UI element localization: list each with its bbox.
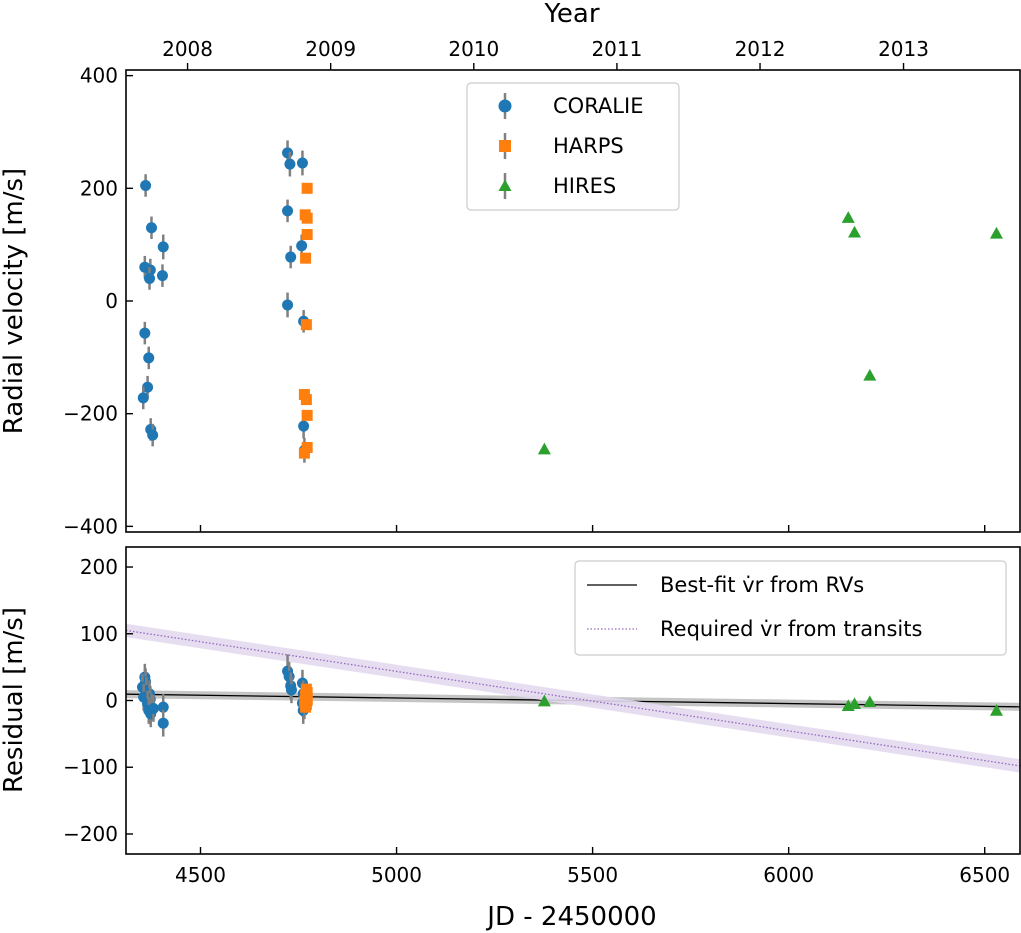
residual-y-tick-label: 200	[80, 555, 118, 579]
rv-panel-frame	[125, 69, 1021, 533]
rv-legend-box	[466, 82, 680, 211]
residual-coralie-point	[285, 684, 297, 696]
rv-y-tick-label: 0	[105, 289, 118, 313]
residual-y-tick-label: 100	[80, 622, 118, 646]
x-tick-label: 5500	[567, 863, 618, 887]
rv-coralie-point	[282, 299, 294, 311]
legend-entry-required: Required v̇r from transits	[587, 617, 922, 641]
rv-y-tick-label: −200	[63, 402, 118, 426]
year-tick-label: 2009	[305, 37, 356, 61]
rv-coralie-point	[284, 158, 296, 170]
rv-panel-series	[137, 140, 1003, 463]
rv-harps-point	[301, 409, 313, 421]
rv-hires-point	[989, 226, 1003, 239]
legend-entry-harps: HARPS	[499, 133, 624, 159]
rv-harps-point	[301, 441, 313, 453]
rv-harps-point	[300, 394, 312, 406]
rv-hires-point	[863, 368, 877, 381]
x-tick-label: 6000	[763, 863, 814, 887]
rv-hires-point	[537, 442, 551, 455]
year-tick-label: 2011	[591, 37, 642, 61]
legend-entry-best-fit: Best-fit v̇r from RVs	[587, 573, 864, 597]
legend-required-label: Required v̇r from transits	[660, 617, 922, 641]
rv-y-axis-label: Radial velocity [m/s]	[0, 168, 29, 434]
residual-hires-point	[863, 695, 877, 708]
rv-coralie-point	[156, 270, 168, 282]
rv-coralie-point	[144, 272, 156, 284]
residual-y-tick-label: 0	[105, 689, 118, 713]
x-tick-label: 4500	[175, 863, 226, 887]
rv-coralie-point	[157, 241, 169, 253]
residual-harps-point	[301, 695, 313, 706]
residual-panel-series	[136, 654, 1003, 737]
rv-y-tick-label: −400	[63, 514, 118, 538]
rv-coralie-point	[137, 392, 149, 404]
rv-harps-point	[301, 182, 313, 194]
x-tick-label: 6500	[959, 863, 1010, 887]
residual-panel-legend: Best-fit v̇r from RVs Required v̇r from …	[574, 560, 1007, 656]
rv-coralie-point	[145, 222, 157, 234]
rv-y-tick-label: 200	[80, 176, 118, 200]
year-tick-label: 2013	[878, 37, 929, 61]
legend-harps-marker	[499, 140, 511, 152]
residual-y-tick-label: −200	[63, 822, 118, 846]
rv-coralie-point	[143, 352, 155, 364]
rv-panel-legend: CORALIE HARPS HIRES	[466, 82, 680, 211]
residual-hires-point	[537, 694, 551, 707]
rv-hires-point	[841, 211, 855, 223]
residual-panel: −200 −100 0 100 200 4500 5000 5500 6000 6500 Best…	[0, 546, 1021, 932]
legend-best-fit-label: Best-fit v̇r from RVs	[660, 573, 864, 597]
rv-coralie-point	[296, 157, 308, 169]
rv-coralie-point	[282, 205, 294, 217]
rv-harps-point	[301, 212, 313, 224]
year-tick-label: 2008	[162, 37, 213, 61]
rv-coralie-point	[285, 251, 297, 263]
residual-coralie-point	[283, 670, 295, 682]
rv-harps-point	[301, 229, 313, 241]
year-tick-label: 2012	[735, 37, 786, 61]
residual-hires-point	[848, 697, 862, 710]
year-tick-label: 2010	[448, 37, 499, 61]
legend-coralie-marker	[498, 99, 512, 113]
legend-hires-label: HIRES	[553, 174, 616, 198]
residual-coralie-point	[157, 717, 169, 729]
rv-harps-point	[300, 252, 312, 264]
rv-coralie-point	[296, 240, 308, 252]
residual-y-axis-label: Residual [m/s]	[0, 607, 29, 793]
legend-entry-hires: HIRES	[498, 173, 616, 199]
top-axis-label: Year	[543, 0, 599, 29]
residual-harps-point	[300, 701, 312, 713]
residual-legend-box	[574, 560, 1007, 656]
rv-panel-ticks: −400 −200 0 200 400 2008 2009 2010 2011 2012 2013	[63, 37, 986, 538]
rv-coralie-point	[298, 420, 310, 432]
residual-coralie-point	[147, 703, 159, 715]
rv-coralie-point	[282, 147, 294, 159]
residual-panel-frame	[125, 546, 1021, 855]
x-axis-label: JD - 2450000	[485, 902, 656, 932]
rv-coralie-point	[147, 429, 159, 441]
legend-coralie-label: CORALIE	[553, 94, 643, 118]
rv-coralie-point	[140, 180, 152, 191]
legend-harps-label: HARPS	[553, 134, 624, 158]
rv-harps-point	[298, 447, 310, 459]
legend-entry-coralie: CORALIE	[498, 93, 643, 119]
residual-hires-point	[989, 704, 1003, 716]
legend-hires-marker	[498, 179, 512, 191]
rv-hires-point	[848, 225, 862, 238]
residual-panel-ticks: −200 −100 0 100 200 4500 5000 5500 6000 6500	[63, 555, 1010, 887]
residual-y-tick-label: −100	[63, 755, 118, 779]
required-trend-line	[126, 629, 1020, 767]
rv-coralie-point	[139, 327, 151, 339]
rv-coralie-point	[142, 381, 154, 393]
rv-harps-point	[300, 319, 312, 331]
rv-y-tick-label: 400	[80, 64, 118, 88]
x-tick-label: 5000	[371, 863, 422, 887]
residual-coralie-point	[157, 701, 169, 713]
